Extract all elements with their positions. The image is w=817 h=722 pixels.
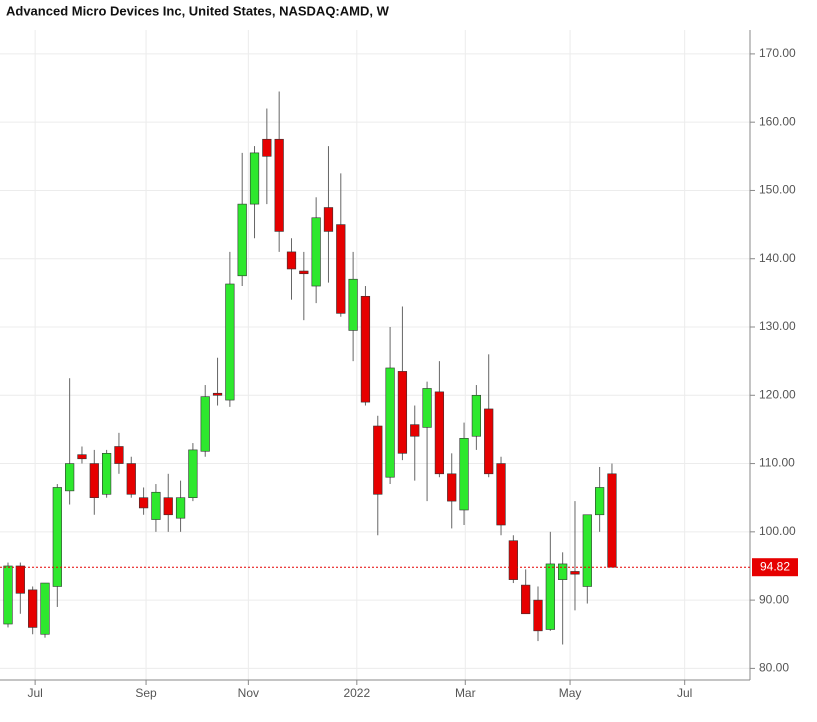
candle-body [348, 278, 358, 331]
candle-body [249, 152, 260, 205]
candle-body [323, 207, 334, 232]
candle-body [225, 283, 235, 401]
candle-body [521, 584, 531, 615]
candle-body [360, 295, 371, 403]
candle-body [65, 463, 75, 492]
candle-body [311, 217, 321, 287]
candle-body [40, 582, 50, 635]
candle-body [422, 388, 432, 428]
candle-body [459, 437, 469, 511]
candle-body [595, 487, 605, 516]
candle-body [570, 571, 580, 575]
candle-body [3, 565, 13, 625]
x-tick-label: Mar [455, 686, 476, 700]
candle-body [533, 599, 543, 632]
candle-body [397, 371, 408, 454]
y-tick-label: 80.00 [759, 661, 789, 675]
candle-body [52, 487, 62, 587]
last-price-label: 94.82 [760, 559, 790, 573]
candle-body [471, 394, 481, 437]
chart-title: Advanced Micro Devices Inc, United State… [6, 3, 390, 18]
candle-body [496, 463, 506, 526]
candle-body [484, 408, 494, 475]
candle-body [77, 454, 87, 460]
candle-body [434, 391, 445, 475]
y-tick-label: 90.00 [759, 592, 789, 606]
x-tick-label: Nov [238, 686, 259, 700]
y-tick-label: 150.00 [759, 183, 796, 197]
last-price-box [752, 558, 798, 577]
candle-body [582, 514, 592, 587]
candle-body [89, 463, 99, 498]
candle-body [28, 589, 38, 628]
candle-body [188, 449, 198, 498]
candle-body [262, 138, 272, 157]
y-tick-label: 140.00 [759, 251, 796, 265]
candle-body [558, 563, 568, 580]
candle-body [237, 203, 247, 277]
candle-body [299, 270, 309, 275]
candle-body [336, 224, 346, 314]
candle-body [274, 138, 284, 232]
candle-body [373, 425, 383, 495]
candle-body [175, 497, 186, 519]
y-tick-label: 100.00 [759, 524, 796, 538]
candle-body [410, 424, 420, 437]
candle-body [508, 540, 518, 580]
x-tick-label: Sep [135, 686, 157, 700]
y-tick-label: 120.00 [759, 387, 796, 401]
x-tick-label: Jul [27, 686, 42, 700]
y-tick-label: 160.00 [759, 114, 796, 128]
candle-body [545, 563, 555, 630]
x-tick-label: 2022 [343, 686, 370, 700]
candle-body [102, 453, 112, 495]
candle-body [385, 367, 395, 478]
x-tick-label: May [559, 686, 582, 700]
candle-body [15, 565, 25, 594]
candle-body [151, 491, 161, 520]
candle-body [138, 497, 149, 509]
candle-body [200, 396, 210, 452]
candle-body [286, 251, 297, 270]
y-tick-label: 130.00 [759, 319, 796, 333]
candle-body [447, 473, 457, 502]
y-tick-label: 110.00 [759, 456, 795, 470]
candle-body [163, 497, 173, 516]
y-tick-label: 170.00 [759, 46, 796, 60]
candle-body [114, 446, 124, 464]
candle-body [126, 463, 136, 495]
candle-body [607, 473, 617, 568]
x-tick-label: Jul [677, 686, 692, 700]
candle-body [212, 392, 223, 396]
